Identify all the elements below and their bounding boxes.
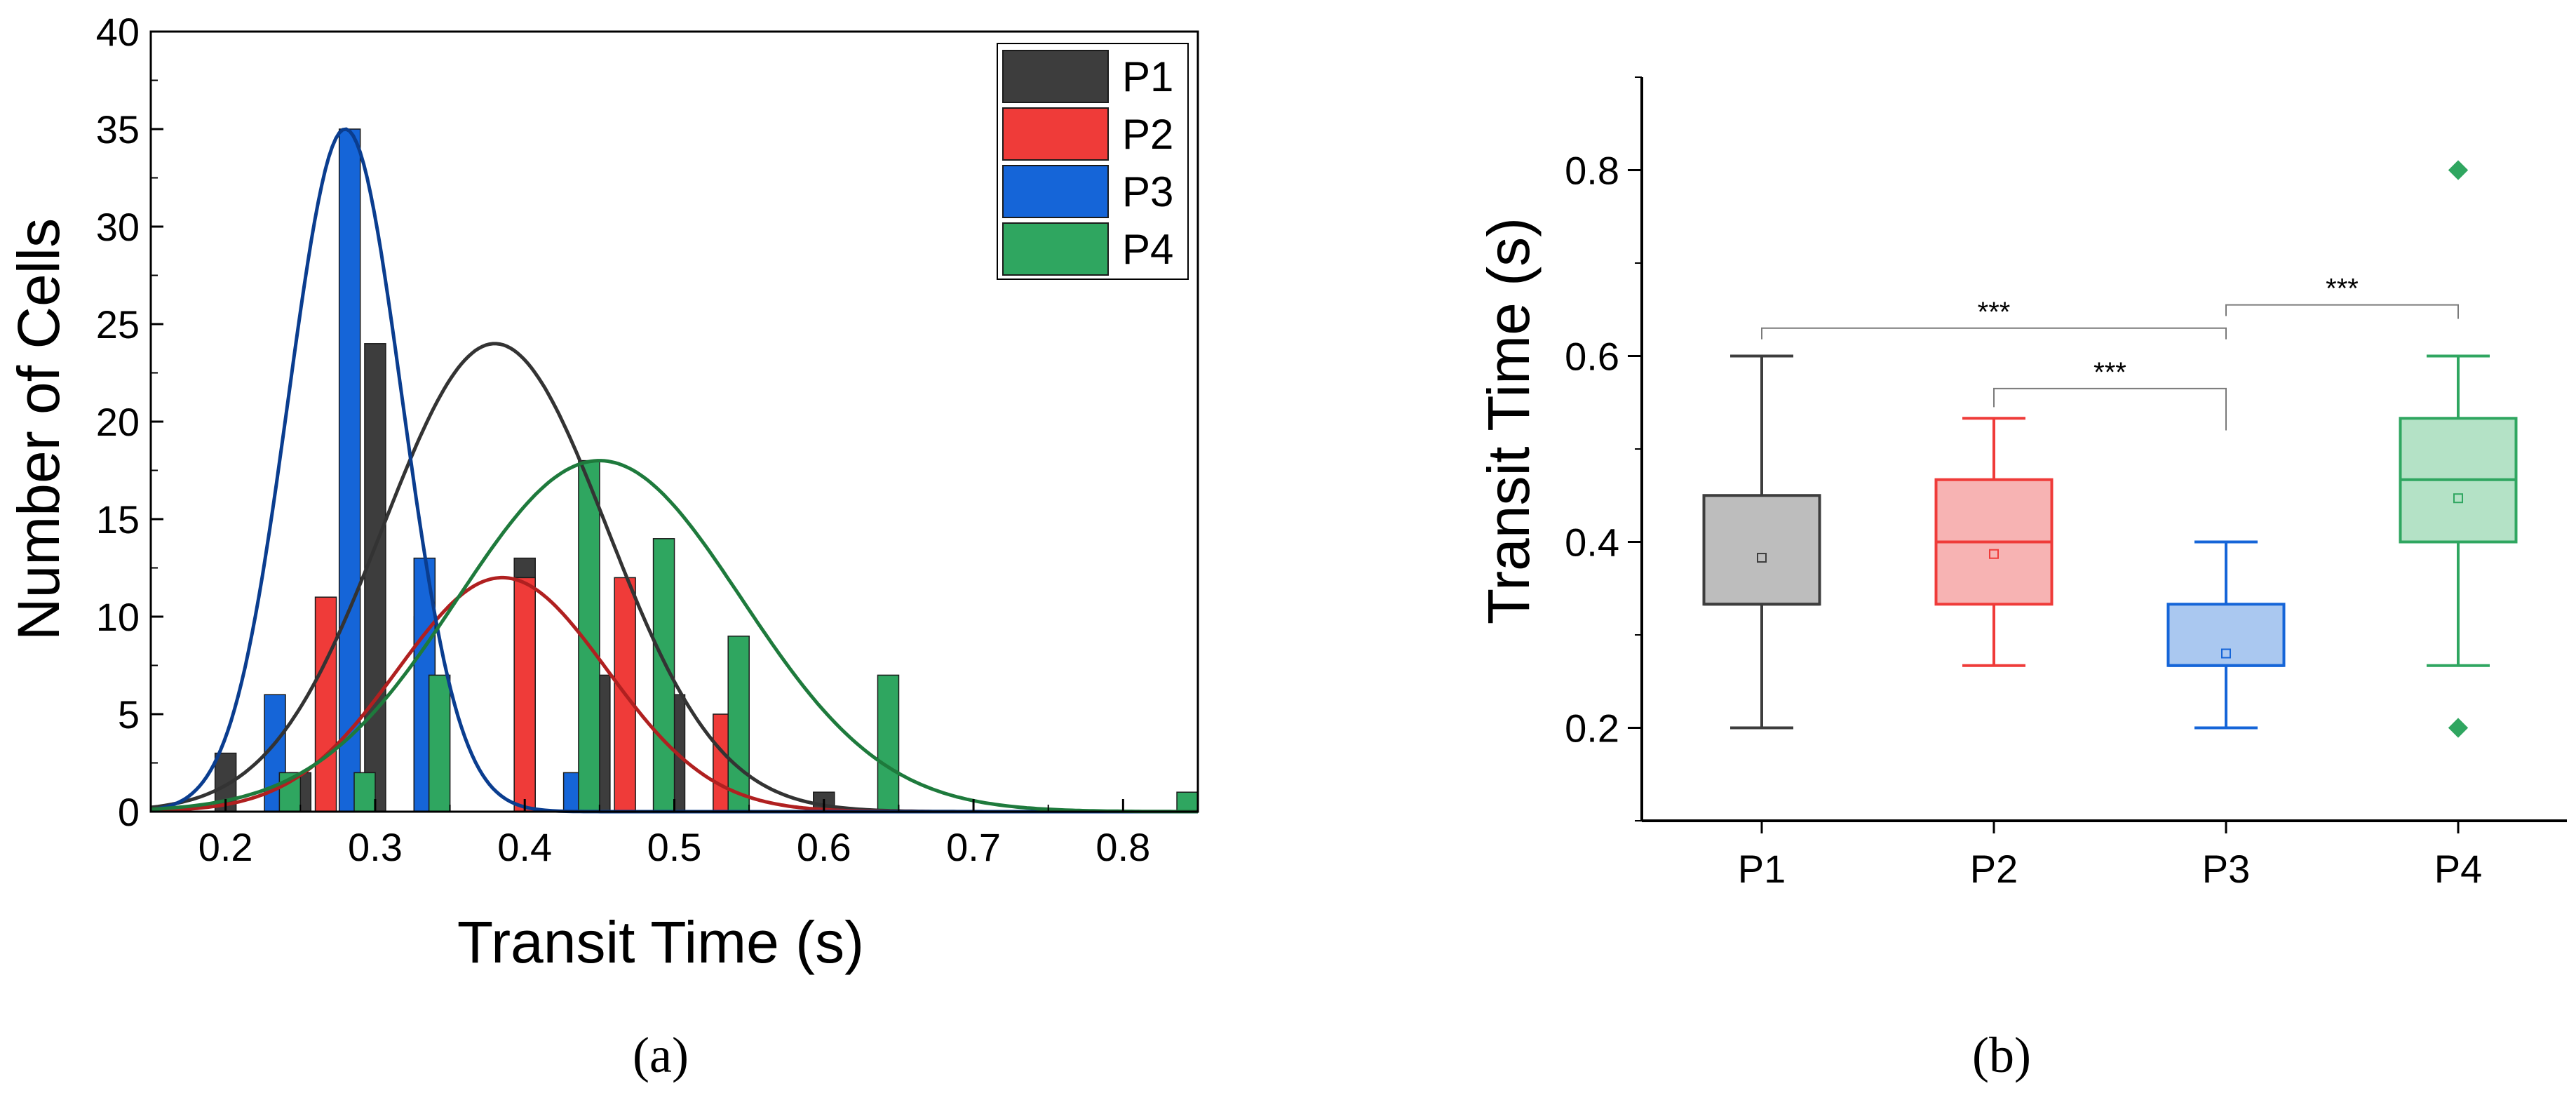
x-tick-label: P4 (2434, 847, 2483, 891)
boxplot-y-axis-title: Transit Time (s) (1476, 217, 1542, 624)
interquartile-box (1702, 494, 1821, 606)
significance-brackets: *** *** *** (1761, 274, 2459, 431)
x-tick-label: 0.7 (946, 825, 1001, 869)
box-p3 (2166, 540, 2286, 730)
legend-swatch-p1 (1002, 50, 1109, 103)
bar-p3-1 (338, 128, 361, 812)
x-tick-label: P1 (1738, 847, 1786, 891)
legend-label-p1: P1 (1122, 53, 1173, 100)
boxplot-panel: 0.2 0.4 0.6 0.8 P1 P2 P3 P4 *** *** *** Transit T… (1476, 76, 2567, 1083)
box-p4 (2399, 160, 2518, 738)
boxplot-axes: 0.2 0.4 0.6 0.8 P1 P2 P3 P4 (1565, 76, 2567, 891)
y-tick-label: 25 (96, 302, 140, 347)
significance-bracket-p1-p3 (1761, 327, 2227, 340)
y-tick-label: 0 (118, 790, 140, 834)
bar-p2-0 (314, 596, 337, 812)
mean-marker (2221, 648, 2231, 659)
x-tick-label: 0.4 (497, 825, 552, 869)
x-tick-label: 0.5 (647, 825, 702, 869)
y-tick-label: 10 (96, 595, 140, 639)
bar-p4-5 (727, 636, 750, 812)
legend-label-p3: P3 (1122, 168, 1173, 215)
fit-curve-p2 (150, 575, 929, 814)
bar-p2-2 (513, 577, 536, 812)
bar-p4-7 (1176, 791, 1199, 812)
bar-p4-1 (353, 772, 376, 812)
legend-swatch-p4 (1002, 222, 1109, 276)
y-tick-label: 0.8 (1565, 149, 1619, 193)
x-tick-label: P3 (2202, 847, 2251, 891)
x-tick-label: 0.3 (348, 825, 403, 869)
significance-label: *** (2093, 357, 2126, 388)
boxplot-boxes (1702, 160, 2518, 738)
box-p2 (1934, 417, 2054, 667)
bar-p4-6 (877, 674, 900, 812)
significance-bracket-p2-p3 (1993, 387, 2227, 431)
legend-label-p2: P2 (1122, 111, 1173, 158)
y-tick-label: 0.6 (1565, 335, 1619, 379)
bar-p1-2 (364, 343, 386, 812)
y-tick-label: 15 (96, 497, 140, 542)
mean-marker (1757, 553, 1767, 563)
fit-curve-p4 (150, 459, 1198, 814)
y-tick-label: 20 (96, 400, 140, 444)
x-tick-label: P2 (1970, 847, 2018, 891)
outlier-marker (2448, 160, 2469, 180)
y-tick-label: 0.4 (1565, 521, 1619, 565)
bar-p4-2 (428, 674, 451, 812)
legend-swatch-p3 (1002, 165, 1109, 218)
mean-marker (1989, 549, 1999, 559)
x-tick-label: 0.2 (198, 825, 253, 869)
mean-marker (2453, 493, 2463, 504)
box-p1 (1702, 354, 1821, 730)
histogram-panel: 0.2 0.3 0.4 0.5 0.6 0.7 0.8 0 5 10 15 20 25 30 35 40 Tr… (6, 10, 1199, 1083)
legend-swatch-p2 (1002, 107, 1109, 161)
legend: P1 P2 P3 P4 (997, 43, 1189, 280)
significance-label: *** (1978, 297, 2011, 328)
y-tick-label: 30 (96, 205, 140, 249)
x-tick-label: 0.8 (1095, 825, 1150, 869)
y-tick-label: 40 (96, 10, 140, 54)
interquartile-box (2166, 603, 2286, 667)
histogram-y-axis-title: Number of Cells (6, 218, 72, 640)
histogram-axes: 0.2 0.3 0.4 0.5 0.6 0.7 0.8 0 5 10 15 20 25 30 35 40 (96, 10, 1199, 869)
outlier-marker (2448, 718, 2469, 738)
panel-label-a: (a) (633, 1027, 689, 1083)
x-tick-label: 0.6 (797, 825, 851, 869)
significance-label: *** (2326, 274, 2359, 304)
panel-label-b: (b) (1972, 1027, 2031, 1083)
significance-bracket-p3-p4 (2225, 304, 2459, 319)
histogram-bars (214, 128, 1199, 812)
y-tick-label: 35 (96, 107, 140, 152)
histogram-x-axis-title: Transit Time (s) (457, 909, 864, 975)
y-tick-label: 0.2 (1565, 706, 1619, 751)
y-tick-label: 5 (118, 692, 140, 737)
legend-label-p4: P4 (1122, 226, 1173, 273)
